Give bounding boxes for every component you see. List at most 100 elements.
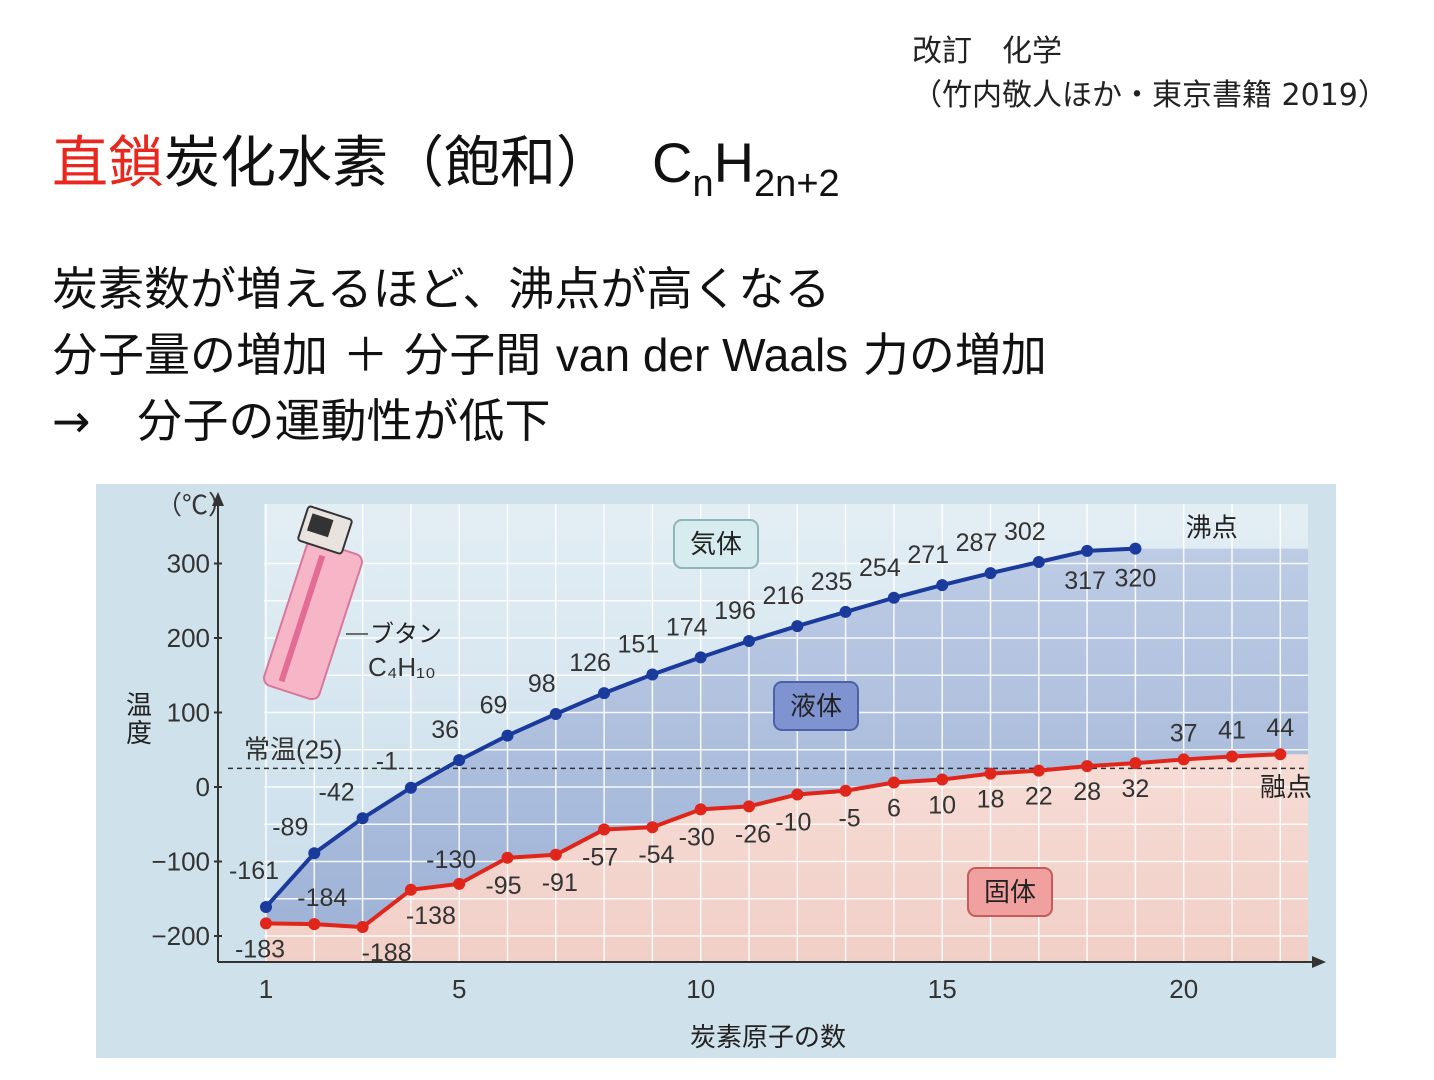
boiling-series-label: 沸点 xyxy=(1186,514,1238,544)
melting-point-marker xyxy=(694,803,707,816)
formula-sub-2n2: 2n+2 xyxy=(754,163,840,205)
boiling-point-marker xyxy=(839,605,852,618)
boiling-data-label: 196 xyxy=(714,597,756,625)
body-line-2: 分子量の増加 ＋ 分子間 van der Waals 力の増加 xyxy=(52,322,1047,388)
title-accent: 直鎖 xyxy=(52,131,164,196)
melting-data-label: 41 xyxy=(1218,716,1246,744)
melting-series-label: 融点 xyxy=(1260,773,1312,803)
melting-point-marker xyxy=(1274,748,1287,761)
formula-c: C xyxy=(652,131,693,194)
solid-region-label: 固体 xyxy=(984,878,1036,908)
liquid-region-label: 液体 xyxy=(790,692,842,722)
x-axis-label: 炭素原子の数 xyxy=(690,1023,846,1053)
boiling-data-label: 317 xyxy=(1064,567,1106,595)
chart-figure: 常温(25) 1 5 10 15 20 −200 −100 0 100 200 300 （℃） 温… xyxy=(96,484,1336,1058)
page-title: 直鎖炭化水素（飽和） CnH2n+2 xyxy=(52,128,840,203)
boiling-point-marker xyxy=(549,707,562,720)
boiling-data-label: 254 xyxy=(859,554,901,582)
melting-point-marker xyxy=(501,851,514,864)
x-tick-label: 5 xyxy=(452,974,466,1004)
boiling-point-marker xyxy=(260,900,272,913)
liquid-region-label-box xyxy=(773,681,859,731)
body-line-2b: van der Waals xyxy=(555,329,849,381)
boiling-point-marker xyxy=(887,591,900,604)
melting-data-label: -26 xyxy=(735,820,771,848)
y-tick-label: 0 xyxy=(196,772,210,802)
x-tick-label: 10 xyxy=(686,974,715,1004)
y-tick-label: −100 xyxy=(151,847,210,877)
x-tick-label: 15 xyxy=(928,974,957,1004)
body-line-1: 炭素数が増えるほど、沸点が高くなる xyxy=(52,262,831,316)
title-formula: CnH2n+2 xyxy=(652,131,840,203)
melting-data-label: 44 xyxy=(1266,714,1294,742)
melting-data-label: -138 xyxy=(406,902,456,930)
title-main: 炭化水素（飽和） xyxy=(164,131,612,196)
boiling-data-label: 287 xyxy=(956,529,998,557)
y-axis-arrow xyxy=(212,492,224,506)
boiling-point-marker xyxy=(1081,544,1094,557)
boiling-point-marker xyxy=(1032,556,1045,569)
boiling-point-marker xyxy=(356,812,369,825)
boiling-point-marker xyxy=(1129,542,1142,555)
y-axis-label: 温度 xyxy=(126,691,152,749)
citation-title: 改訂 化学 xyxy=(912,34,1062,69)
melting-data-label: -130 xyxy=(426,846,476,874)
melting-point-marker xyxy=(743,800,755,813)
boiling-data-label: -1 xyxy=(376,748,398,776)
boiling-data-label: 216 xyxy=(762,582,804,610)
melting-data-label: -57 xyxy=(582,843,618,871)
melting-point-marker xyxy=(404,883,417,896)
melting-point-marker xyxy=(598,823,611,836)
melting-data-label: -183 xyxy=(235,935,285,963)
lighter-icon xyxy=(263,505,363,701)
x-tick-labels: 1 5 10 15 20 xyxy=(259,974,1198,1004)
melting-data-label: 37 xyxy=(1170,719,1198,747)
formula-sub-n: n xyxy=(692,163,714,205)
boiling-point-marker xyxy=(598,687,611,700)
boiling-data-label: 98 xyxy=(528,670,556,698)
boiling-data-label: 271 xyxy=(907,541,949,569)
boiling-data-label: 320 xyxy=(1115,565,1157,593)
boiling-data-label: -42 xyxy=(319,778,355,806)
boiling-point-marker xyxy=(646,668,659,681)
melting-point-line xyxy=(265,752,1281,930)
boiling-data-label: 151 xyxy=(618,631,660,659)
melting-point-marker xyxy=(260,917,272,930)
melting-point-marker xyxy=(936,773,949,786)
x-tick-label: 1 xyxy=(259,974,273,1004)
x-axis-arrow xyxy=(1312,956,1326,968)
axes xyxy=(212,492,1326,968)
melting-data-label: -91 xyxy=(542,869,578,897)
butane-formula: C₄H₁₀ xyxy=(368,652,436,682)
melting-point-marker xyxy=(549,848,562,861)
boiling-point-markers xyxy=(260,542,1142,913)
melting-point-marker xyxy=(356,921,369,934)
room-temperature-label: 常温(25) xyxy=(244,734,342,764)
gas-region-label: 気体 xyxy=(690,530,742,560)
y-tick-label: 300 xyxy=(167,549,210,579)
y-tick-label: −200 xyxy=(151,921,210,951)
melting-point-data-labels: -183-184-188-138-130-95 -91-57 -54-30 -26 -1… xyxy=(235,714,1294,967)
boiling-point-marker xyxy=(694,651,707,664)
melting-data-label: 28 xyxy=(1073,778,1101,806)
boiling-data-label: -161 xyxy=(229,857,279,885)
melting-data-label: -184 xyxy=(297,884,347,912)
y-tick-labels: −200 −100 0 100 200 300 xyxy=(151,549,210,952)
boiling-data-label: 235 xyxy=(811,568,853,596)
citation-source: （竹内敬人ほか・東京書籍 2019） xyxy=(912,78,1388,113)
melting-point-marker xyxy=(453,877,466,890)
melting-point-markers xyxy=(260,748,1287,934)
boiling-point-marker xyxy=(984,567,997,580)
melting-point-marker xyxy=(984,767,997,780)
boiling-point-marker xyxy=(791,620,804,633)
liquid-region xyxy=(266,548,1308,928)
formula-h: H xyxy=(713,131,755,194)
melting-data-label: 18 xyxy=(977,786,1005,814)
boiling-point-marker xyxy=(501,729,514,742)
solid-region-label-box xyxy=(967,867,1053,917)
melting-data-label: 10 xyxy=(928,792,956,820)
gas-region-label-box xyxy=(673,519,759,569)
melting-data-label: 22 xyxy=(1025,783,1053,811)
boiling-point-marker xyxy=(743,634,755,647)
